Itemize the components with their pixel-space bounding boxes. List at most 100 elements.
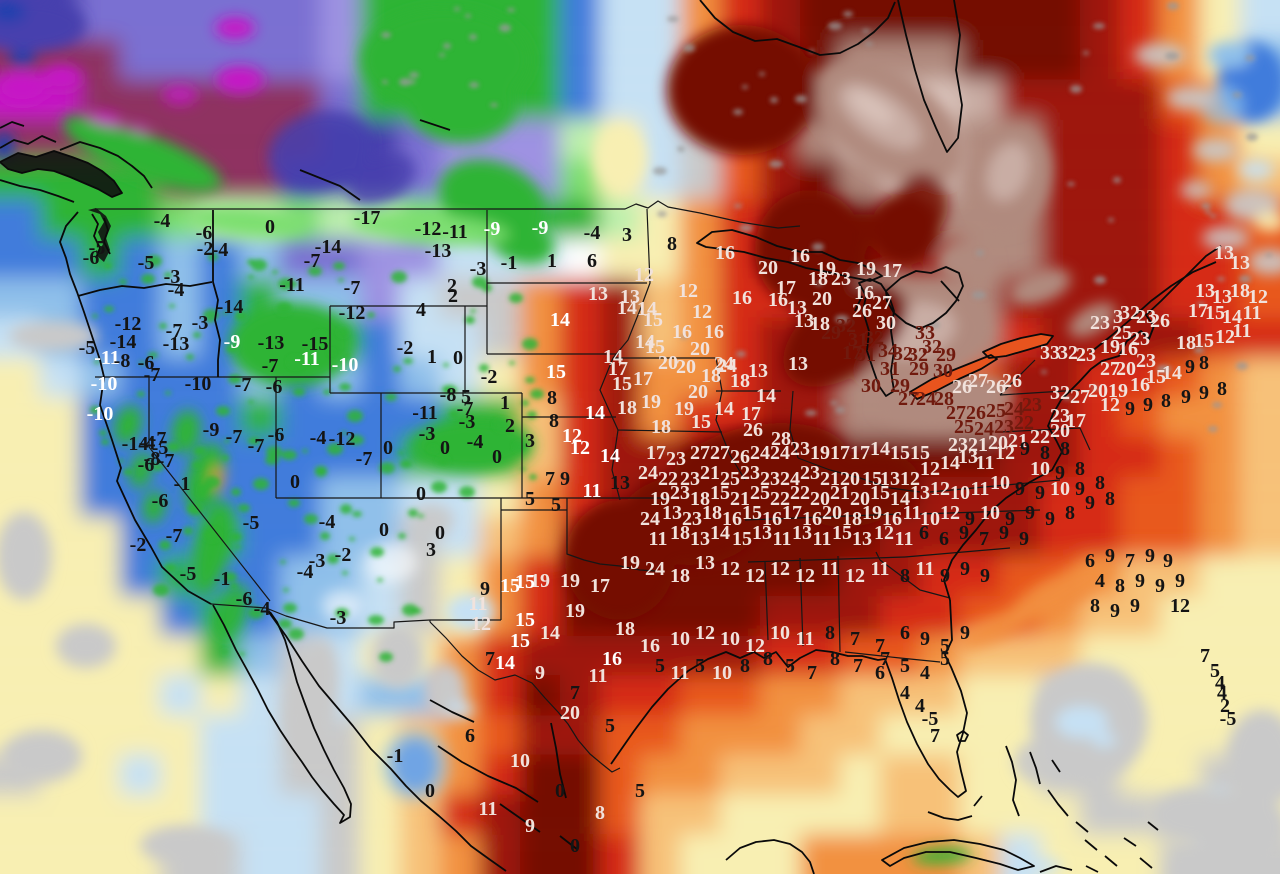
svg-text:-7: -7 bbox=[158, 450, 175, 472]
svg-text:12: 12 bbox=[695, 622, 715, 644]
svg-text:23: 23 bbox=[948, 434, 968, 456]
svg-text:3: 3 bbox=[525, 430, 535, 452]
svg-text:9: 9 bbox=[560, 468, 570, 490]
svg-text:15: 15 bbox=[910, 442, 930, 464]
svg-text:23: 23 bbox=[1076, 344, 1096, 366]
svg-text:25: 25 bbox=[954, 416, 974, 438]
svg-text:16: 16 bbox=[704, 321, 724, 343]
svg-text:9: 9 bbox=[999, 522, 1009, 544]
svg-text:-10: -10 bbox=[332, 354, 359, 376]
svg-text:14: 14 bbox=[1222, 306, 1242, 328]
svg-text:11: 11 bbox=[871, 558, 890, 580]
svg-text:-4: -4 bbox=[310, 427, 327, 449]
svg-text:20: 20 bbox=[1116, 358, 1136, 380]
svg-text:7: 7 bbox=[979, 528, 989, 550]
svg-text:9: 9 bbox=[1185, 356, 1195, 378]
svg-text:0: 0 bbox=[453, 347, 463, 369]
svg-text:10: 10 bbox=[980, 502, 1000, 524]
svg-text:-1: -1 bbox=[174, 473, 191, 495]
svg-text:15: 15 bbox=[500, 575, 520, 597]
svg-text:20: 20 bbox=[758, 257, 778, 279]
svg-text:21: 21 bbox=[730, 488, 750, 510]
svg-text:16: 16 bbox=[790, 245, 810, 267]
svg-text:9: 9 bbox=[1145, 545, 1155, 567]
svg-text:-2: -2 bbox=[481, 366, 498, 388]
svg-text:7: 7 bbox=[807, 662, 817, 684]
svg-text:9: 9 bbox=[1143, 394, 1153, 416]
svg-text:10: 10 bbox=[1050, 478, 1070, 500]
svg-text:19: 19 bbox=[856, 258, 876, 280]
svg-text:14: 14 bbox=[600, 445, 620, 467]
svg-text:11: 11 bbox=[903, 502, 922, 524]
svg-text:17: 17 bbox=[776, 277, 796, 299]
svg-text:27: 27 bbox=[1070, 386, 1090, 408]
svg-text:6: 6 bbox=[587, 250, 597, 272]
svg-text:-7: -7 bbox=[344, 277, 361, 299]
svg-text:18: 18 bbox=[842, 508, 862, 530]
svg-text:2: 2 bbox=[1220, 695, 1230, 717]
svg-text:12: 12 bbox=[940, 502, 960, 524]
svg-text:15: 15 bbox=[643, 309, 663, 331]
svg-text:20: 20 bbox=[810, 488, 830, 510]
svg-text:9: 9 bbox=[1105, 545, 1115, 567]
svg-text:15: 15 bbox=[515, 571, 535, 593]
svg-text:20: 20 bbox=[822, 502, 842, 524]
svg-text:13: 13 bbox=[752, 522, 772, 544]
svg-text:-2: -2 bbox=[397, 337, 414, 359]
svg-text:9: 9 bbox=[525, 815, 535, 837]
svg-text:8: 8 bbox=[825, 622, 835, 644]
svg-text:-2: -2 bbox=[335, 544, 352, 566]
svg-text:13: 13 bbox=[787, 297, 807, 319]
svg-text:13: 13 bbox=[690, 528, 710, 550]
svg-text:-7: -7 bbox=[166, 525, 183, 547]
svg-text:5: 5 bbox=[655, 655, 665, 677]
svg-text:20: 20 bbox=[988, 432, 1008, 454]
svg-text:28: 28 bbox=[934, 388, 954, 410]
svg-text:18: 18 bbox=[617, 397, 637, 419]
svg-text:1: 1 bbox=[500, 392, 510, 414]
svg-text:21: 21 bbox=[820, 468, 840, 490]
svg-text:12: 12 bbox=[930, 478, 950, 500]
svg-text:19: 19 bbox=[816, 258, 836, 280]
svg-text:9: 9 bbox=[1035, 482, 1045, 504]
svg-text:10: 10 bbox=[950, 482, 970, 504]
svg-text:12: 12 bbox=[845, 565, 865, 587]
svg-text:-3: -3 bbox=[164, 266, 181, 288]
svg-text:23: 23 bbox=[1022, 394, 1042, 416]
svg-text:-8: -8 bbox=[144, 448, 161, 470]
svg-text:22: 22 bbox=[790, 482, 810, 504]
svg-text:9: 9 bbox=[535, 662, 545, 684]
svg-text:8: 8 bbox=[1161, 390, 1171, 412]
svg-text:14: 14 bbox=[870, 438, 890, 460]
svg-text:29: 29 bbox=[821, 322, 841, 344]
svg-text:2: 2 bbox=[447, 275, 457, 297]
svg-text:12: 12 bbox=[770, 558, 790, 580]
svg-text:0: 0 bbox=[435, 522, 445, 544]
svg-text:-3: -3 bbox=[470, 258, 487, 280]
svg-text:9: 9 bbox=[1045, 508, 1055, 530]
svg-text:8: 8 bbox=[1095, 472, 1105, 494]
svg-text:23: 23 bbox=[1136, 350, 1156, 372]
svg-text:14: 14 bbox=[1162, 362, 1182, 384]
svg-text:9: 9 bbox=[1075, 478, 1085, 500]
svg-text:8: 8 bbox=[1199, 352, 1209, 374]
svg-text:23: 23 bbox=[994, 416, 1014, 438]
svg-text:8: 8 bbox=[1090, 595, 1100, 617]
svg-text:32: 32 bbox=[1120, 302, 1140, 324]
svg-text:19: 19 bbox=[530, 570, 550, 592]
svg-text:26: 26 bbox=[966, 402, 986, 424]
svg-text:1: 1 bbox=[427, 346, 437, 368]
svg-text:24: 24 bbox=[640, 508, 660, 530]
svg-text:13: 13 bbox=[1214, 242, 1234, 264]
svg-text:27: 27 bbox=[690, 442, 710, 464]
svg-text:15: 15 bbox=[1205, 302, 1225, 324]
svg-text:14: 14 bbox=[603, 346, 623, 368]
svg-text:4: 4 bbox=[1095, 570, 1105, 592]
svg-text:9: 9 bbox=[1199, 382, 1209, 404]
svg-text:18: 18 bbox=[702, 502, 722, 524]
svg-text:9: 9 bbox=[965, 508, 975, 530]
svg-text:24: 24 bbox=[717, 355, 737, 377]
svg-text:17: 17 bbox=[850, 442, 870, 464]
svg-text:23: 23 bbox=[831, 268, 851, 290]
svg-text:-4: -4 bbox=[168, 279, 185, 301]
